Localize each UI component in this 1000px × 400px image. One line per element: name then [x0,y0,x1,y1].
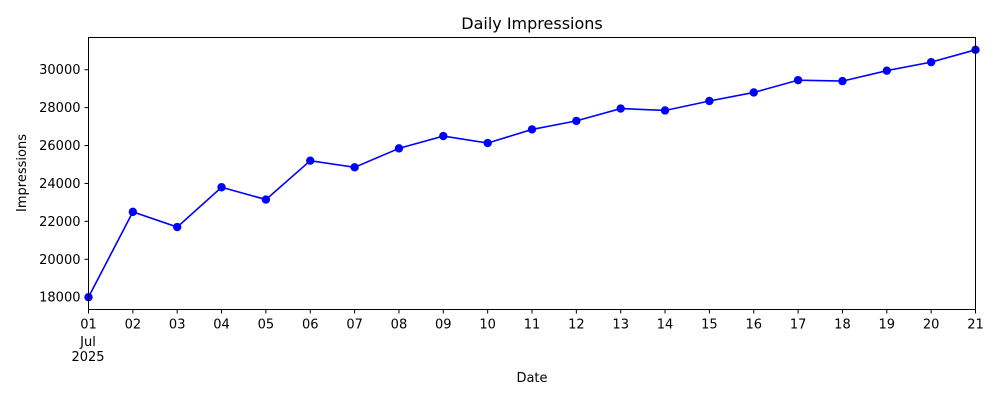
data-point [527,125,537,134]
x-tick-label: 15 [701,318,718,333]
data-point [660,106,670,115]
x-year-label: 2025 [71,350,104,365]
x-tick-label: 14 [657,318,674,333]
x-tick-label: 13 [612,318,629,333]
y-tick-label: 20000 [39,253,80,268]
data-point [173,222,182,232]
x-tick-label: 02 [125,318,142,333]
x-tick-label: 01 [80,318,97,333]
x-tick-label: 03 [169,318,186,333]
data-point [926,57,936,67]
data-point [350,163,359,172]
data-point [793,75,803,85]
x-tick-label: 12 [568,318,585,333]
data-point [705,96,714,106]
y-tick-label: 26000 [39,139,80,154]
x-tick-label: 10 [479,318,496,333]
data-point [217,183,226,192]
y-tick-label: 28000 [39,101,80,116]
y-axis-label: Impressions [15,134,30,212]
x-tick-label: 21 [967,318,984,333]
y-tick-label: 24000 [39,177,80,192]
data-point [261,195,271,204]
plot-area [84,45,980,302]
x-axis-label: Date [516,371,547,386]
data-point [128,207,138,217]
x-tick-label: 19 [879,318,896,333]
x-tick-label: 20 [923,318,940,333]
chart-title: Daily Impressions [461,14,602,33]
x-axis: 01 02 03 04 05 06 07 08 09 10 11 12 13 14 15 16 17 18 19 20… [80,309,984,333]
data-point [439,131,448,141]
x-tick-label: 16 [745,318,762,333]
x-tick-label: 09 [435,318,452,333]
y-tick-label: 22000 [39,215,80,230]
series-line [87,49,976,298]
x-tick-label: 04 [213,318,230,333]
data-point [616,104,625,113]
x-tick-label: 11 [524,318,541,333]
data-point [882,66,891,75]
x-month-label: Jul [79,335,96,350]
y-axis: 18000 20000 22000 24000 26000 28000 30000 [39,63,89,306]
plot-frame [88,37,976,310]
y-tick-label: 30000 [39,63,80,78]
x-tick-label: 06 [302,318,319,333]
data-point [306,156,315,165]
data-point [394,144,404,153]
x-tick-label: 07 [346,318,363,333]
x-tick-label: 18 [834,318,851,333]
data-point [572,116,581,126]
data-point [838,76,847,86]
data-point [749,88,758,97]
y-tick-label: 18000 [39,291,80,306]
x-tick-label: 17 [790,318,807,333]
x-axis-secondary-labels: Jul 2025 [71,335,104,365]
x-tick-label: 05 [258,318,275,333]
x-tick-label: 08 [391,318,408,333]
data-point [483,138,492,148]
